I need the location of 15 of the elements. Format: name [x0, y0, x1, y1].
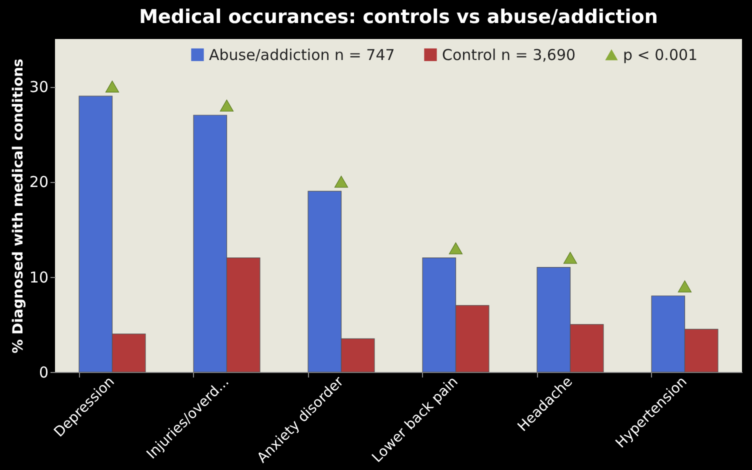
point [678, 280, 692, 292]
point [334, 176, 348, 188]
chart-title: Medical occurances: controls vs abuse/addiction [139, 6, 658, 28]
legend-label: p < 0.001 [623, 46, 698, 64]
legend-label: Abuse/addiction n = 747 [209, 46, 395, 64]
y-tick-label: 10 [29, 268, 48, 286]
point [448, 242, 463, 254]
point [563, 252, 578, 264]
y-axis-title: % Diagnosed with medical conditions [10, 58, 26, 354]
legend-label: Control n = 3,690 [442, 46, 576, 64]
point [220, 100, 234, 112]
y-tick-label: 0 [38, 364, 48, 382]
point [105, 80, 120, 93]
y-tick-label: 30 [29, 78, 48, 96]
y-tick-label: 20 [29, 173, 48, 192]
